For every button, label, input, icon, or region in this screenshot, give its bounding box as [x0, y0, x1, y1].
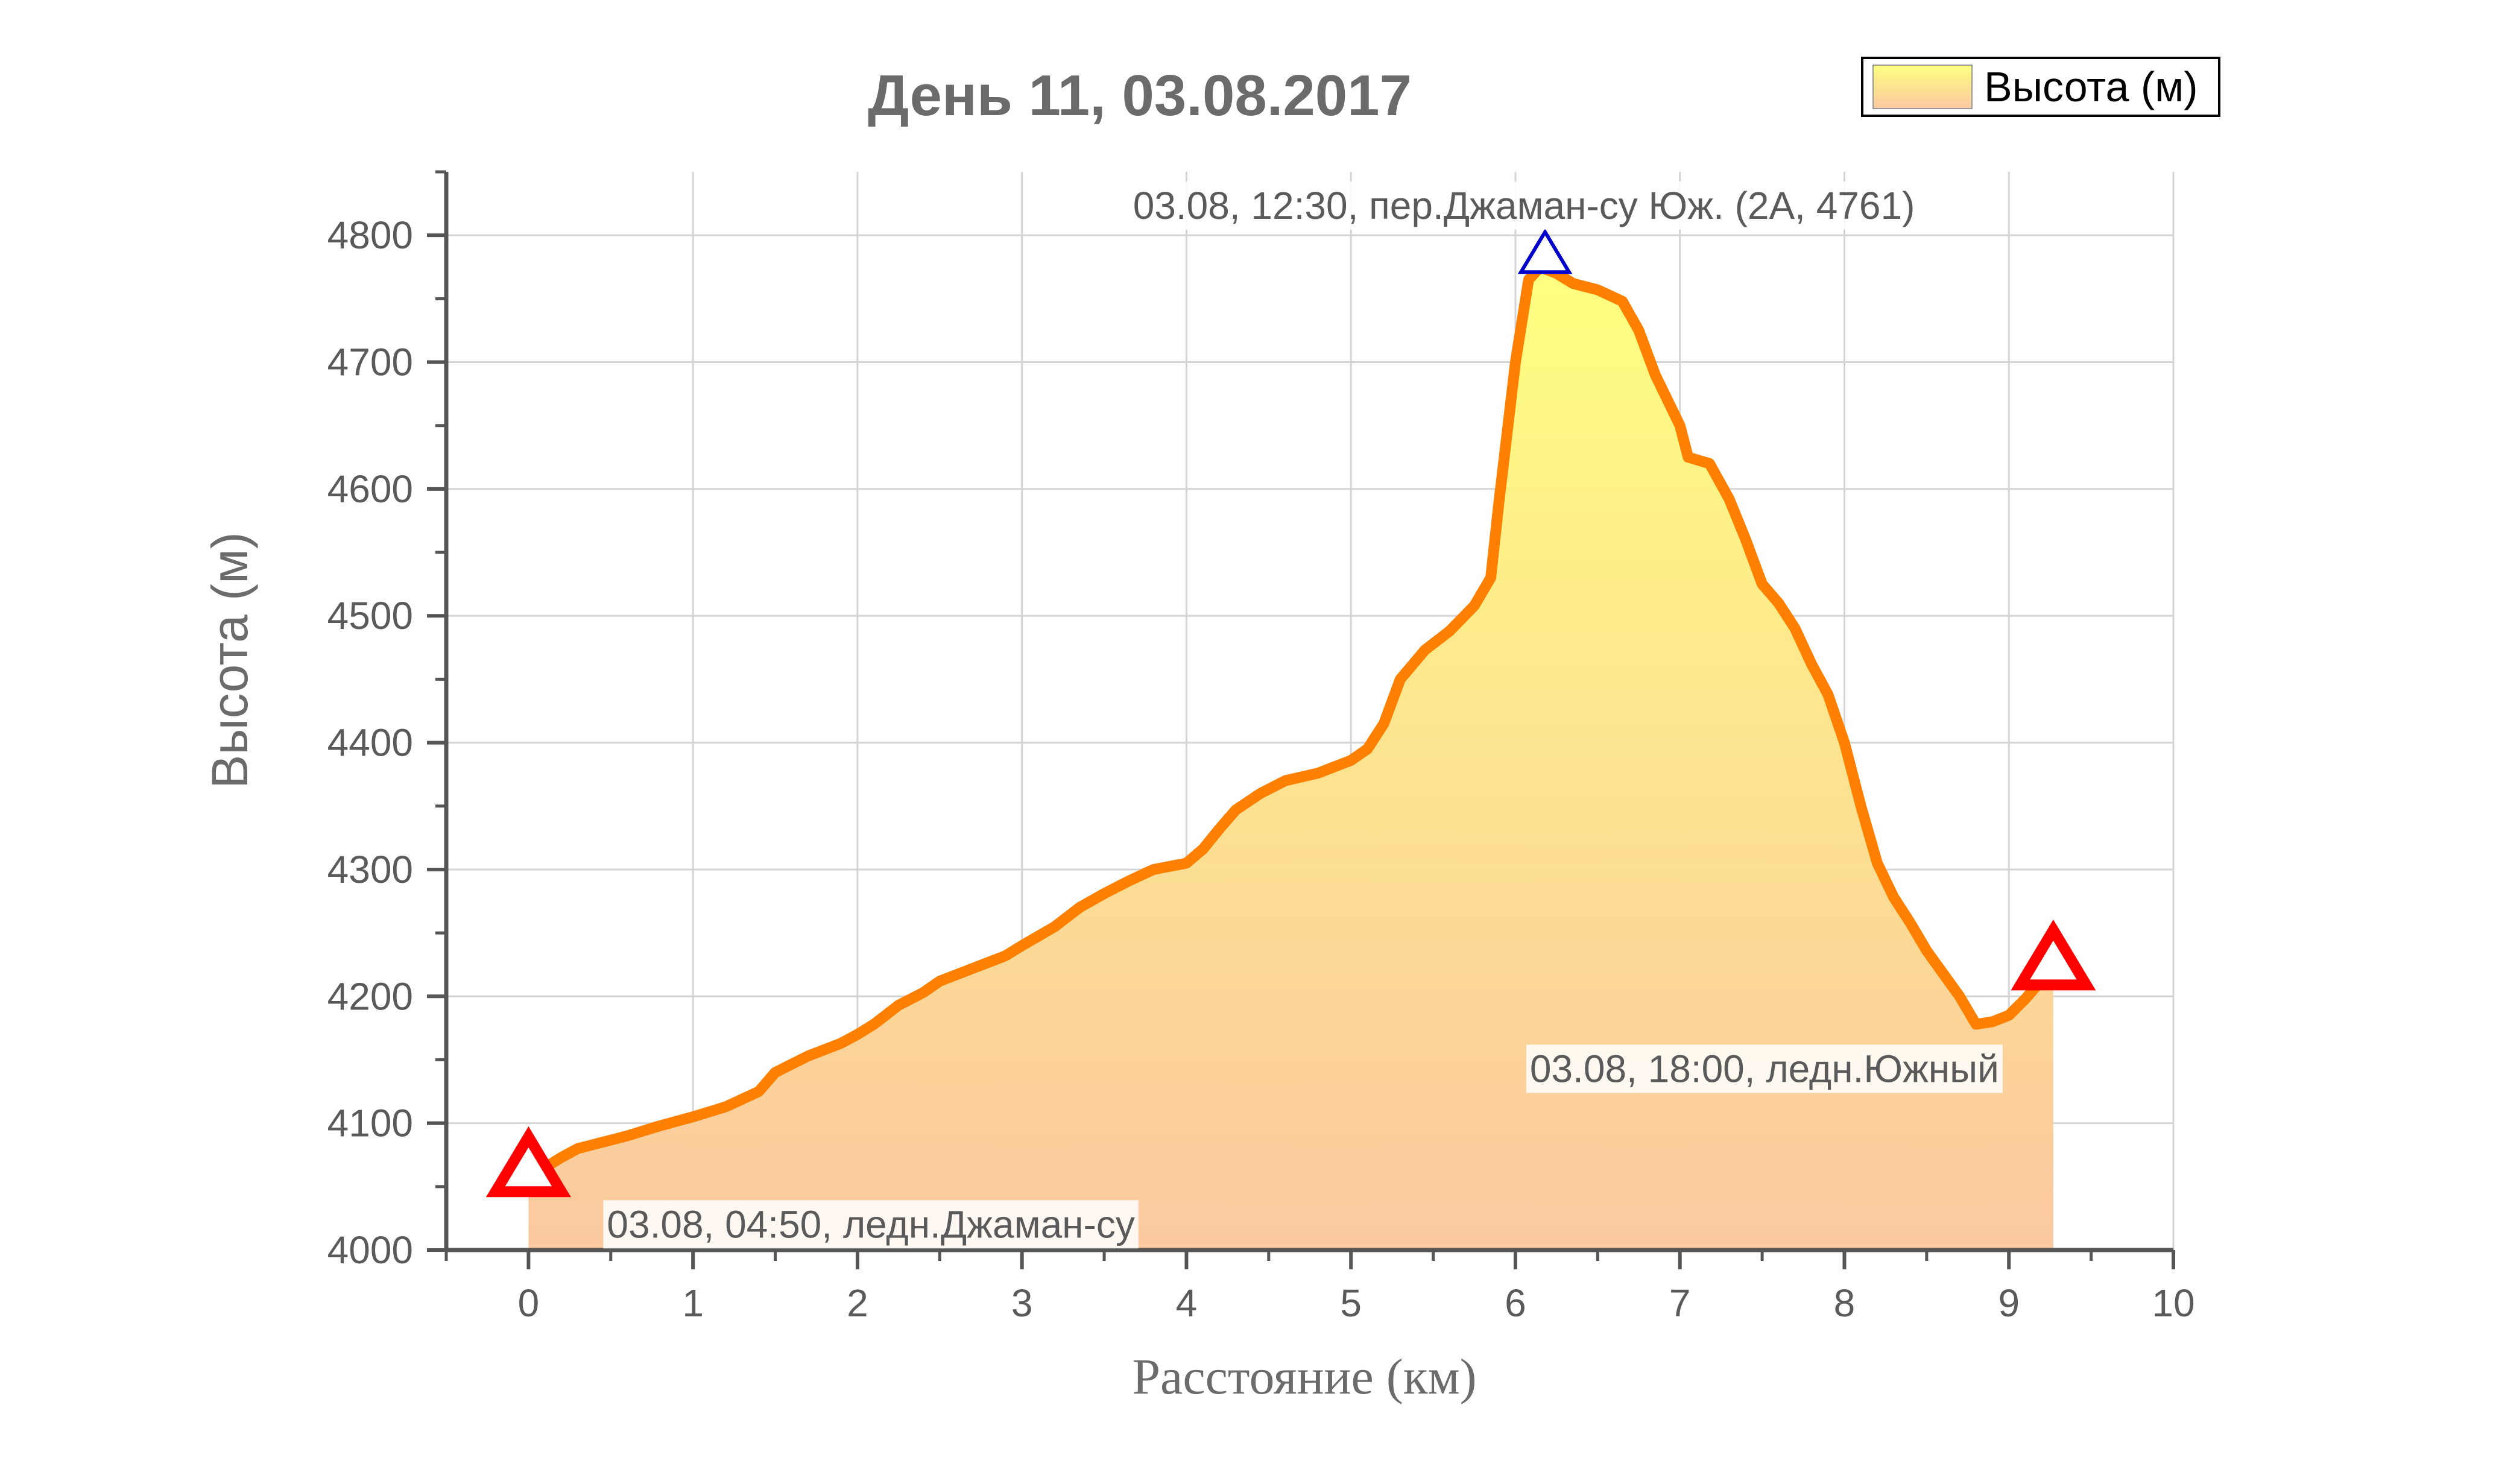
legend-swatch [1872, 65, 1973, 109]
y-tick-label: 4500 [327, 594, 413, 637]
y-tick-label: 4000 [327, 1228, 413, 1272]
annotation-label: 03.08, 12:30, пер.Джаман-су Юж. (2А, 476… [1133, 184, 1915, 227]
annotations: 03.08, 04:50, ледн.Джаман-су 03.08, 12:30… [485, 181, 2096, 1249]
x-tick-label: 8 [1834, 1281, 1856, 1325]
x-tick-label: 7 [1669, 1281, 1691, 1325]
legend: Высота (м) [1861, 57, 2220, 117]
y-tick-label: 4800 [327, 213, 413, 257]
elevation-area [528, 267, 2053, 1250]
x-tick-label: 0 [518, 1281, 540, 1325]
axes [427, 170, 2175, 1269]
chart-title: День 11, 03.08.2017 [868, 63, 1412, 128]
marker-triangle-icon [2011, 919, 2096, 991]
marker-triangle-icon [485, 1126, 571, 1198]
y-axis-title: Высота (м) [201, 532, 258, 789]
y-tick-label: 4100 [327, 1102, 413, 1145]
y-tick-label: 4200 [327, 974, 413, 1018]
x-tick-label: 4 [1176, 1281, 1198, 1325]
legend-label: Высота (м) [1984, 63, 2198, 110]
x-tick-label: 10 [2152, 1281, 2194, 1325]
elevation-line [523, 261, 2059, 1186]
annotation-label-bg [1526, 1044, 2003, 1093]
marker-triangle-icon [1517, 228, 1573, 274]
x-tick-label: 2 [847, 1281, 868, 1325]
x-tick-labels: 0 1 2 3 4 5 6 7 8 9 10 [518, 1281, 2195, 1325]
y-tick-label: 4700 [327, 341, 413, 384]
annotation-label-bg [1129, 181, 1919, 230]
annotation-label-bg [603, 1200, 1139, 1249]
x-tick-label: 5 [1340, 1281, 1362, 1325]
x-axis-title: Расстояние (км) [1132, 1349, 1476, 1405]
annotation-label: 03.08, 04:50, ледн.Джаман-су [607, 1202, 1134, 1246]
y-tick-labels: 4000 4100 4200 4300 4400 4500 4600 4700 4800 [327, 213, 413, 1272]
x-tick-label: 1 [682, 1281, 704, 1325]
y-tick-label: 4300 [327, 848, 413, 891]
y-tick-label: 4600 [327, 467, 413, 511]
x-tick-label: 6 [1505, 1281, 1526, 1325]
y-tick-label: 4400 [327, 721, 413, 765]
x-tick-label: 3 [1011, 1281, 1033, 1325]
annotation-label: 03.08, 18:00, ледн.Южный [1530, 1047, 1999, 1090]
x-tick-label: 9 [1998, 1281, 2020, 1325]
